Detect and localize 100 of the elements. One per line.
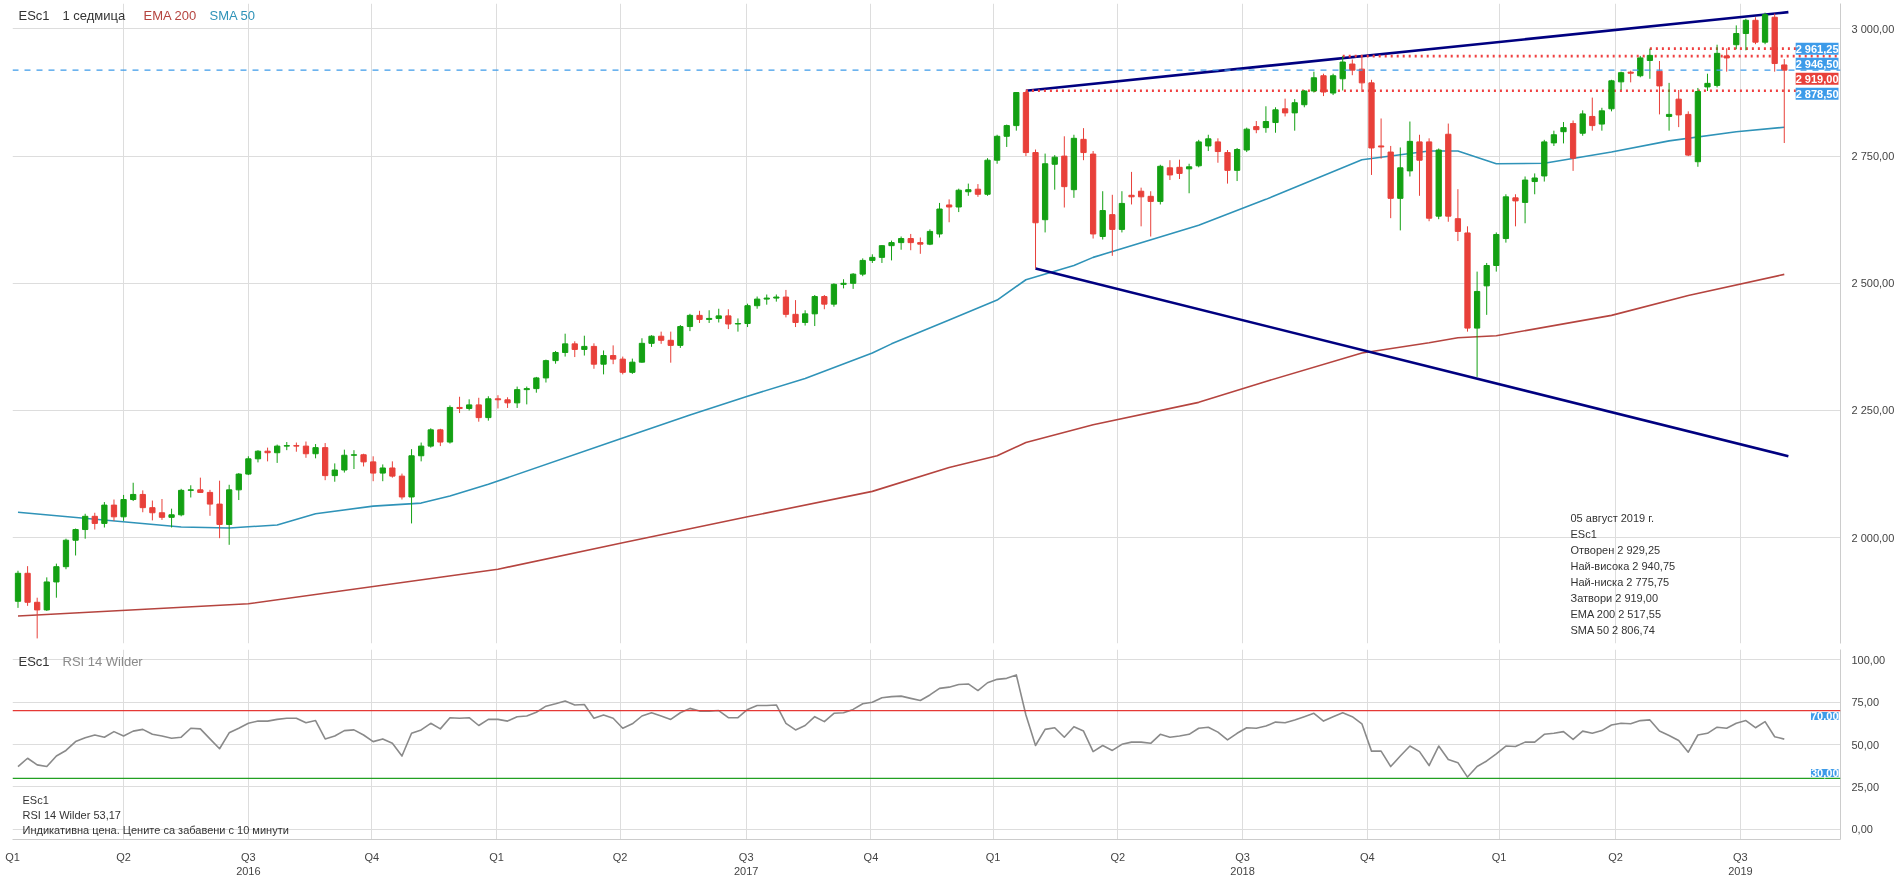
candlestick [34, 597, 41, 639]
annotation: ESc1 [22, 793, 49, 806]
candlestick [1176, 159, 1183, 180]
y-tick-label: 2 000,00 [1851, 531, 1895, 544]
candlestick [101, 501, 108, 529]
candlestick [1214, 137, 1222, 164]
candlestick [1233, 147, 1241, 182]
annotation: RSI 14 Wilder 53,17 [22, 808, 121, 821]
candlestick [130, 482, 137, 502]
candlestick [677, 324, 684, 349]
candlestick [1291, 98, 1298, 132]
x-tick-label: Q1 [5, 850, 20, 863]
candlestick [610, 344, 617, 365]
ref-line-label: 2 919,00 [1795, 72, 1839, 85]
candlestick [1733, 24, 1740, 50]
candlestick [1224, 149, 1231, 185]
candlestick [792, 299, 799, 328]
x-tick-label: Q2 [612, 850, 628, 863]
x-tick-label: Q3 2019 [1728, 850, 1753, 877]
x-tick-label: Q1 [489, 850, 504, 863]
y-tick-label: 2 750,00 [1851, 150, 1895, 163]
candlestick [955, 188, 962, 213]
candlestick [216, 480, 223, 539]
candlestick [1377, 117, 1385, 160]
candlestick [341, 449, 348, 474]
candlestick [1128, 171, 1135, 205]
text: EMA 200 [143, 7, 197, 23]
y-tick-label: 25,00 [1851, 780, 1880, 793]
candlestick [158, 498, 166, 521]
y-tick-label: 2 500,00 [1851, 277, 1895, 290]
candlestick [1339, 55, 1346, 91]
candlestick [1646, 48, 1654, 80]
candlestick [1579, 109, 1586, 137]
x-tick-label: Q3 2016 [236, 850, 261, 877]
candlestick [475, 397, 482, 423]
ref-line-label: 30,00 [1810, 766, 1839, 779]
candlestick [206, 489, 214, 517]
candlestick [168, 508, 175, 529]
x-tick-label: Q2 [1110, 850, 1126, 863]
candlestick [811, 294, 818, 327]
data-label: 2 878,50 [1795, 87, 1839, 100]
data-label: 2 946,50 [1795, 57, 1839, 70]
x-tick-label: Q1 [1491, 850, 1507, 863]
candlestick [897, 236, 905, 251]
annotation: Най-ниска 2 775,75 [1570, 575, 1670, 588]
candlestick [82, 513, 89, 540]
candlestick [485, 395, 492, 422]
x-tick-label: Q4 [364, 850, 380, 863]
candlestick [331, 462, 338, 483]
candlestick [1454, 188, 1462, 242]
candlestick [706, 309, 713, 324]
candlestick [398, 473, 406, 501]
candlestick [1051, 154, 1058, 191]
candlestick [888, 240, 895, 261]
candlestick [120, 494, 127, 522]
candlestick [1531, 172, 1538, 195]
candlestick [581, 335, 588, 357]
candlestick [1243, 127, 1250, 153]
annotation: ESc1 [1570, 527, 1597, 540]
chart-title: ESc1 [18, 653, 50, 669]
candlestick [1665, 82, 1673, 132]
x-tick-label: Q4 [863, 850, 879, 863]
candlestick [235, 472, 242, 501]
y-tick-label: 2 250,00 [1851, 404, 1895, 417]
candlestick [1281, 98, 1289, 117]
candlestick [1416, 134, 1423, 197]
candlestick [1598, 107, 1606, 132]
annotation: Затвори 2 919,00 [1570, 591, 1659, 604]
candlestick [53, 563, 60, 599]
candlestick [1742, 18, 1750, 51]
candlestick [72, 528, 79, 556]
text: SMA 50 [209, 7, 256, 23]
candlestick [1109, 194, 1116, 257]
y-tick-label: 50,00 [1851, 738, 1880, 751]
candlestick [1195, 139, 1202, 168]
x-tick-label: Q4 [1360, 850, 1375, 863]
annotation: SMA 50 2 806,74 [1570, 623, 1655, 636]
y-tick-label: 100,00 [1851, 653, 1886, 666]
y-tick-label: 0,00 [1851, 823, 1873, 836]
annotation: Отворен 2 929,25 [1570, 543, 1661, 556]
candlestick [110, 499, 118, 522]
candlestick [350, 449, 358, 470]
candlestick [1589, 97, 1596, 132]
candlestick [514, 386, 521, 409]
candlestick [1560, 121, 1567, 144]
candlestick [658, 331, 665, 345]
y-tick-label: 3 000,00 [1851, 22, 1895, 35]
candlestick [1262, 105, 1270, 134]
candlestick [562, 333, 569, 358]
chart-title: ESc1 [18, 7, 50, 23]
candlestick [782, 289, 790, 318]
candlestick [974, 183, 982, 198]
annotation: 05 август 2019 г. [1570, 511, 1654, 524]
candlestick [744, 303, 751, 328]
candlestick [725, 308, 732, 330]
candlestick [945, 198, 953, 223]
candlestick [1521, 175, 1529, 224]
y-tick-label: 75,00 [1851, 696, 1880, 709]
candlestick [734, 317, 742, 333]
candlestick [1166, 159, 1174, 181]
